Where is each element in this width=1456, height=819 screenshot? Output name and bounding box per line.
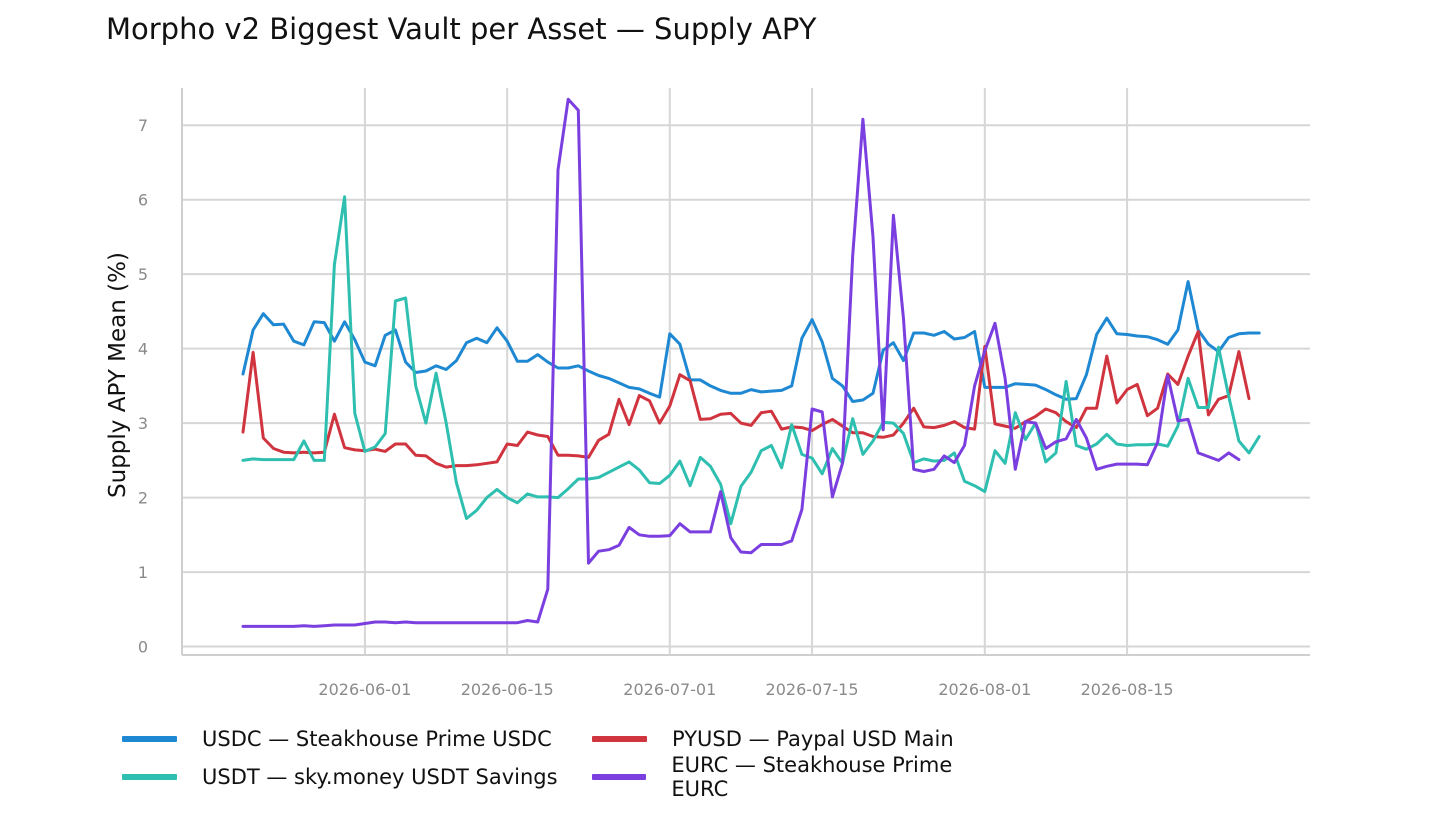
legend-label: EURC — Steakhouse Prime EURC <box>671 753 953 801</box>
series-line-1 <box>241 330 1251 469</box>
x-tick-label: 2026-07-15 <box>766 680 859 699</box>
y-tick-label: 2 <box>138 489 148 508</box>
y-tick-label: 6 <box>138 191 148 210</box>
legend-item: USDT — sky.money USDT Savings <box>122 762 592 792</box>
legend-swatch <box>592 774 647 780</box>
legend-swatch <box>592 736 647 742</box>
y-tick-label: 1 <box>138 563 148 582</box>
chart-title: Morpho v2 Biggest Vault per Asset — Supp… <box>106 12 817 46</box>
x-tick-label: 2026-06-01 <box>318 680 411 699</box>
legend-label: USDC — Steakhouse Prime USDC <box>202 727 552 751</box>
legend-swatch <box>122 736 177 742</box>
legend-swatch <box>122 774 177 780</box>
y-tick-label: 3 <box>138 414 148 433</box>
y-tick-label: 0 <box>138 638 148 657</box>
x-tick-label: 2026-06-15 <box>461 680 554 699</box>
legend-label: PYUSD — Paypal USD Main <box>672 727 954 751</box>
x-tick-label: 2026-08-01 <box>938 680 1031 699</box>
x-tick-label: 2026-08-15 <box>1081 680 1174 699</box>
legend-item: EURC — Steakhouse Prime EURC <box>592 753 1012 801</box>
legend-label: USDT — sky.money USDT Savings <box>202 765 558 789</box>
legend-item: USDC — Steakhouse Prime USDC <box>122 724 592 754</box>
x-tick-label: 2026-07-01 <box>623 680 716 699</box>
y-tick-label: 7 <box>138 116 148 135</box>
legend: USDC — Steakhouse Prime USDC PYUSD — Payp… <box>122 724 1012 801</box>
y-tick-label: 5 <box>138 265 148 284</box>
series-line-3 <box>241 97 1241 628</box>
legend-item: PYUSD — Paypal USD Main <box>592 724 1012 754</box>
y-tick-label: 4 <box>138 340 148 359</box>
